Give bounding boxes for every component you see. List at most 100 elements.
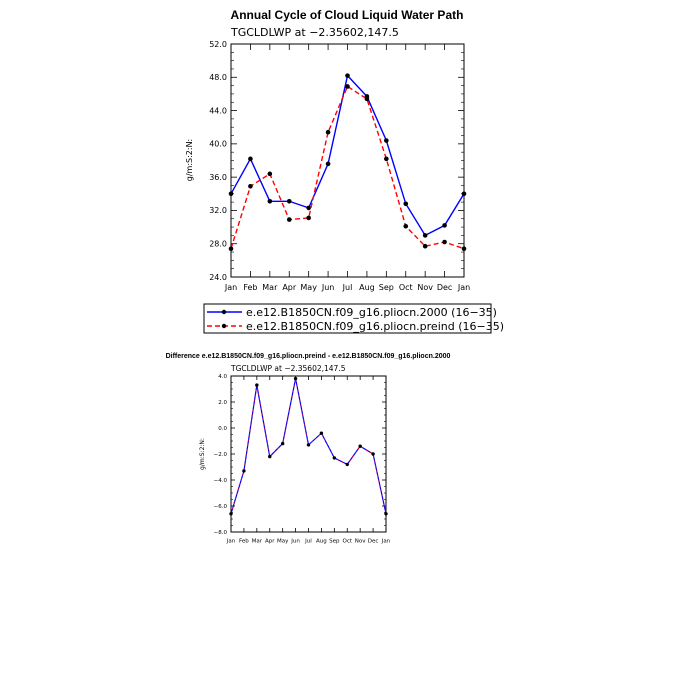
legend-box (203, 303, 492, 334)
y-tick-label: 36.0 (209, 173, 227, 182)
x-tick-label: Aug (359, 283, 375, 292)
x-tick-label: Dec (368, 539, 379, 545)
data-point (267, 171, 273, 177)
main-x-ticks: Jan Feb Mar Apr May Jun Jul Aug Sep Oct Nov Dec Jan (224, 44, 470, 292)
main-y-axis-label: g/m:S:2:N: (185, 139, 194, 182)
data-point (319, 431, 324, 435)
data-point (442, 223, 447, 228)
x-tick-label: Feb (239, 539, 249, 545)
data-point (228, 246, 234, 252)
main-chart-title: Annual Cycle of Cloud Liquid Water Path (231, 8, 464, 22)
data-point (384, 512, 388, 516)
data-point (325, 161, 331, 167)
data-point (422, 243, 428, 249)
y-tick-label: 0.0 (218, 426, 227, 432)
data-point (345, 84, 350, 89)
data-point (364, 96, 370, 102)
legend-marker-series-2 (221, 323, 227, 329)
data-point (403, 223, 409, 229)
x-tick-label: Apr (265, 539, 275, 545)
main-chart-subtitle: TGCLDLWP at −2.35602,147.5 (230, 26, 399, 39)
y-tick-label: −2.0 (214, 452, 228, 458)
data-point (248, 156, 253, 162)
diff-series (229, 376, 388, 516)
y-tick-label: 4.0 (218, 374, 227, 380)
diff-chart-subtitle: TGCLDLWP at −2.35602,147.5 (230, 364, 346, 373)
data-point (422, 233, 428, 238)
data-point (403, 201, 409, 207)
data-point (255, 383, 259, 387)
x-tick-label: Feb (243, 283, 257, 292)
data-point (286, 217, 292, 222)
main-chart: Annual Cycle of Cloud Liquid Water Path … (185, 8, 504, 334)
main-plot-frame (230, 43, 465, 278)
y-tick-label: 32.0 (209, 206, 227, 215)
data-point (267, 198, 273, 204)
x-tick-label: Jul (342, 283, 353, 292)
data-point (286, 198, 292, 204)
legend-label-series-2: e.e12.B1850CN.f09_g16.pliocn.preind (16−… (246, 320, 504, 333)
data-point (306, 443, 311, 447)
x-tick-label: Sep (379, 283, 394, 292)
y-tick-label: 48.0 (209, 73, 227, 82)
data-point (280, 441, 285, 446)
y-tick-label: 24.0 (209, 273, 227, 282)
series-line-2 (230, 85, 465, 250)
data-point (442, 239, 447, 245)
y-tick-label: −6.0 (214, 504, 228, 510)
diff-y-axis-label: g/m:S:2:N: (199, 438, 206, 470)
data-point (461, 191, 467, 197)
x-tick-label: Dec (437, 283, 452, 292)
x-tick-label: Nov (417, 283, 433, 292)
x-tick-label: Sep (329, 539, 340, 545)
x-tick-label: May (300, 283, 317, 292)
legend-marker-series-1 (221, 309, 227, 315)
y-tick-label: −8.0 (214, 530, 228, 536)
data-point (293, 376, 298, 381)
x-tick-label: Jan (457, 283, 470, 292)
x-tick-label: Jan (224, 283, 237, 292)
y-tick-label: −4.0 (214, 478, 228, 484)
x-tick-label: Oct (399, 283, 413, 292)
x-tick-label: Aug (316, 539, 327, 545)
series-line-1 (230, 74, 465, 237)
data-point (358, 444, 362, 448)
data-point (228, 191, 234, 197)
data-point (268, 454, 272, 459)
main-legend: e.e12.B1850CN.f09_g16.pliocn.2000 (16−35… (203, 303, 504, 334)
diff-y-ticks: −8.0 −6.0 −4.0 −2.0 0.0 2.0 4.0 (214, 374, 386, 536)
y-tick-label: 28.0 (209, 240, 227, 249)
data-point (345, 73, 350, 78)
x-tick-label: Jun (321, 283, 335, 292)
x-tick-label: Mar (252, 539, 263, 545)
data-point (248, 183, 253, 189)
x-tick-label: Apr (282, 283, 297, 292)
data-point (384, 156, 389, 162)
x-tick-label: Jul (304, 539, 312, 545)
data-point (461, 246, 467, 252)
data-point (371, 452, 375, 456)
x-tick-label: Nov (355, 539, 366, 545)
data-point (229, 512, 233, 516)
y-tick-label: 2.0 (218, 400, 227, 406)
x-tick-label: Jan (381, 539, 391, 545)
data-point (306, 215, 311, 221)
main-y-ticks: 24.0 28.0 32.0 36.0 40.0 44.0 48.0 52.0 (209, 40, 464, 282)
data-point (332, 456, 337, 460)
y-tick-label: 52.0 (209, 40, 227, 49)
data-point (306, 205, 311, 211)
diff-chart-title: Difference e.e12.B1850CN.f09_g16.pliocn.… (166, 353, 451, 360)
diff-x-ticks: Jan Feb Mar Apr May Jun Jul Aug Sep Oct Nov Dec Jan (226, 376, 391, 545)
y-tick-label: 40.0 (209, 140, 227, 149)
data-point (345, 462, 349, 467)
x-tick-label: Oct (342, 539, 352, 545)
legend-label-series-1: e.e12.B1850CN.f09_g16.pliocn.2000 (16−35… (246, 306, 497, 319)
x-tick-label: Jan (226, 539, 236, 545)
diff-chart: Difference e.e12.B1850CN.f09_g16.pliocn.… (166, 353, 451, 545)
y-tick-label: 44.0 (209, 106, 227, 115)
data-point (242, 469, 246, 473)
x-tick-label: May (277, 539, 289, 545)
data-point (325, 129, 331, 135)
data-point (384, 138, 389, 143)
